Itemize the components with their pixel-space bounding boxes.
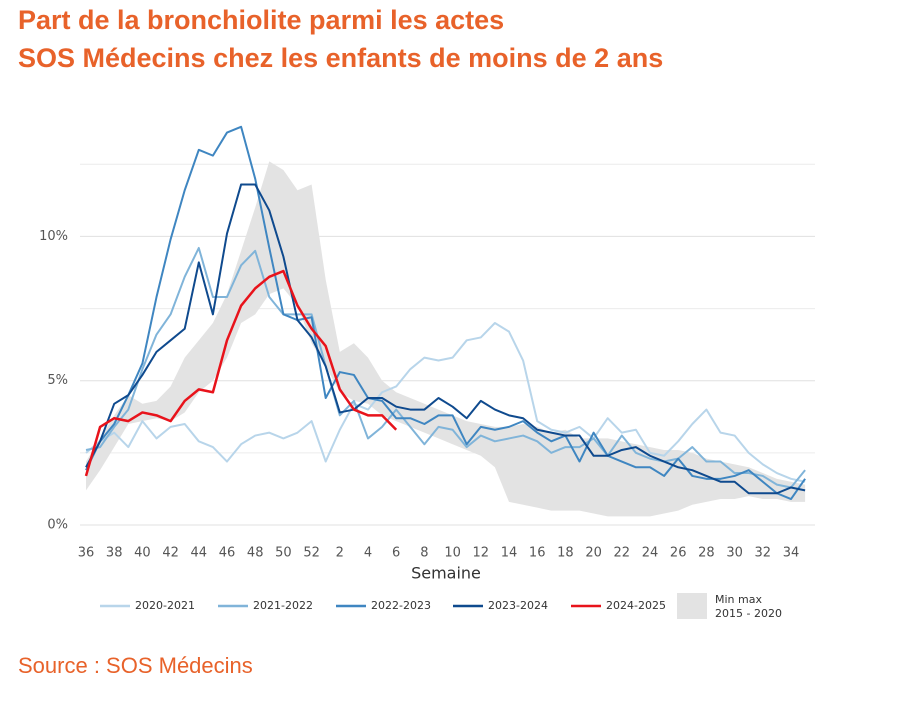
x-tick-label: 4	[364, 546, 372, 561]
series-line	[85, 322, 806, 483]
x-tick-label: 30	[726, 546, 743, 561]
legend-label: Min max	[715, 593, 762, 606]
legend-label: 2023-2024	[488, 599, 548, 612]
series-line	[85, 246, 806, 489]
x-tick-label: 12	[473, 546, 490, 561]
y-tick-label: 0%	[47, 518, 68, 533]
x-tick-label: 38	[106, 546, 123, 561]
x-tick-label: 50	[275, 546, 292, 561]
x-tick-label: 14	[501, 546, 518, 561]
x-tick-label: 46	[219, 546, 236, 561]
legend-label: 2024-2025	[606, 599, 666, 612]
x-tick-label: 42	[162, 546, 179, 561]
x-tick-label: 32	[755, 546, 772, 561]
x-tick-label: 48	[247, 546, 264, 561]
chart-title: Part de la bronchiolite parmi les actes	[18, 5, 504, 35]
x-tick-label: 8	[420, 546, 428, 561]
x-tick-label: 22	[614, 546, 631, 561]
x-tick-label: 6	[392, 546, 400, 561]
series-line	[85, 125, 806, 501]
x-tick-label: 40	[134, 546, 151, 561]
legend-label: 2020-2021	[135, 599, 195, 612]
legend-swatch	[677, 593, 707, 619]
min-max-band	[86, 161, 806, 517]
x-tick-label: 2	[336, 546, 344, 561]
x-tick-label: 16	[529, 546, 546, 561]
x-tick-label: 34	[783, 546, 800, 561]
legend-label: 2021-2022	[253, 599, 313, 612]
x-tick-label: 10	[444, 546, 461, 561]
y-tick-label: 10%	[39, 229, 68, 244]
x-tick-label: 26	[670, 546, 687, 561]
x-tick-label: 24	[642, 546, 659, 561]
chart-title: SOS Médecins chez les enfants de moins d…	[18, 43, 663, 73]
x-tick-label: 52	[303, 546, 320, 561]
series-line	[85, 183, 806, 495]
series-line	[84, 269, 398, 477]
x-tick-label: 36	[78, 546, 95, 561]
x-tick-label: 18	[557, 546, 574, 561]
x-tick-label: 20	[585, 546, 602, 561]
legend-label: 2015 - 2020	[715, 607, 782, 620]
x-tick-label: 28	[698, 546, 715, 561]
legend-label: 2022-2023	[371, 599, 431, 612]
x-axis-label: Semaine	[411, 564, 481, 583]
x-tick-label: 44	[191, 546, 208, 561]
source: Source : SOS Médecins	[18, 653, 253, 678]
y-tick-label: 5%	[47, 373, 68, 388]
